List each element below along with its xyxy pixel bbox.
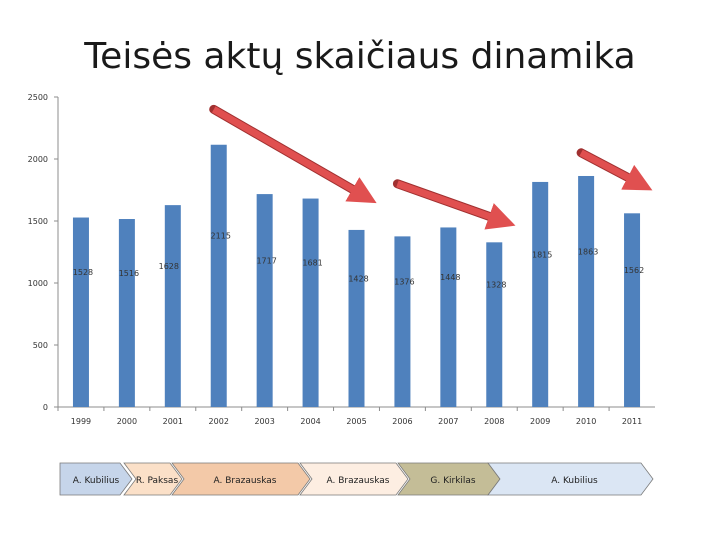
data-label: 1815: [532, 250, 552, 259]
y-tick-label: 500: [33, 341, 48, 350]
x-tick-label: 2002: [209, 417, 229, 426]
chart-title: Teisės aktų skaičiaus dinamika: [84, 36, 636, 77]
x-tick-label: 2000: [117, 417, 137, 426]
bar-2002: [210, 144, 227, 408]
data-label: 1528: [73, 268, 93, 277]
y-tick-label: 1500: [28, 217, 48, 226]
x-tick-label: 2010: [576, 417, 596, 426]
x-tick-label: 2007: [438, 417, 458, 426]
x-tick-label: 2009: [530, 417, 550, 426]
data-label: 1863: [578, 247, 598, 256]
bar-2005: [348, 229, 365, 407]
timeline-chevron: [123, 462, 183, 496]
bar-2009: [532, 181, 549, 407]
bar-2000: [118, 219, 135, 407]
data-label: 1628: [159, 262, 179, 271]
bar-2006: [394, 236, 411, 407]
data-label: 1448: [440, 273, 460, 282]
bars: [72, 144, 641, 408]
timeline-label: G. Kirkilas: [430, 476, 476, 486]
data-label: 1717: [256, 256, 276, 265]
bar-2008: [486, 242, 503, 407]
y-tick-label: 2500: [28, 93, 48, 102]
timeline-chevron: [59, 462, 133, 496]
y-tick-label: 1000: [28, 279, 48, 288]
x-tick-label: 2001: [163, 417, 183, 426]
data-label: 1328: [486, 280, 506, 289]
bar-2010: [578, 175, 595, 407]
y-tick-label: 0: [43, 403, 48, 412]
trend-arrow: [396, 180, 516, 230]
data-label: 1428: [348, 274, 368, 283]
government-timeline: A. Kubilius R. Paksas A. Brazauskas A. Braz…: [59, 462, 654, 496]
y-tick-labels: 0 500 1000 1500 2000 2500: [28, 93, 48, 412]
timeline-label: A. Kubilius: [551, 476, 598, 486]
timeline-chevron: [171, 462, 311, 496]
timeline-chevron: [487, 462, 654, 496]
trend-arrows: [209, 104, 653, 230]
bar-labels: 1528 1516 1628 2115 1717 1681 1428 1376 1448 1328…: [73, 232, 644, 290]
data-label: 1681: [302, 259, 322, 268]
data-label: 1376: [394, 277, 414, 286]
bar-2011: [624, 213, 641, 407]
timeline-label: R. Paksas: [136, 476, 179, 486]
y-tick-label: 2000: [28, 155, 48, 164]
data-label: 2115: [211, 232, 231, 241]
timeline-label: A. Kubilius: [73, 476, 120, 486]
trend-arrow: [211, 106, 377, 204]
timeline-label: A. Brazauskas: [214, 476, 277, 486]
data-label: 1516: [119, 269, 139, 278]
trend-arrow: [579, 149, 653, 191]
x-tick-label: 2005: [346, 417, 366, 426]
data-label: 1562: [624, 266, 644, 275]
bar-2004: [302, 198, 319, 407]
x-tick-label: 1999: [71, 417, 91, 426]
x-tick-label: 2004: [300, 417, 320, 426]
timeline-chevron: [299, 462, 409, 496]
bar-1999: [72, 217, 89, 407]
bar-2007: [440, 227, 457, 407]
timeline-label: A. Brazauskas: [327, 476, 390, 486]
x-tick-labels: 1999 2000 2001 2002 2003 2004 2005 2006 2007 2008…: [71, 417, 642, 426]
bar-2003: [256, 194, 273, 407]
x-tick-label: 2008: [484, 417, 504, 426]
bar-2001: [164, 205, 181, 407]
x-tick-label: 2003: [254, 417, 274, 426]
x-tick-label: 2006: [392, 417, 412, 426]
x-tick-label: 2011: [622, 417, 642, 426]
